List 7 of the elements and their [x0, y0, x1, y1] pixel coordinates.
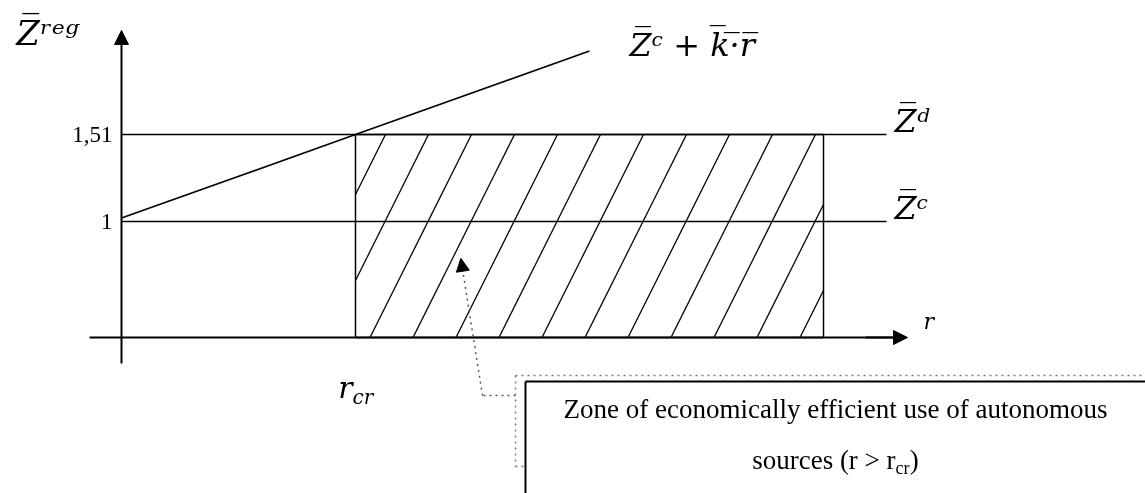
y-tick-label: 1: [101, 209, 113, 235]
y-axis-title: Z̅ʳᵉᵍ: [15, 12, 80, 53]
series-label: Z̅ᶜ + k̅·̅r̅: [628, 24, 759, 64]
ref-line-label: Z̅ᶜ: [893, 187, 929, 227]
x-axis-title: r: [923, 309, 936, 334]
y-tick-label: 1,51: [72, 122, 113, 148]
ref-line-label: Z̅ᵈ: [893, 100, 930, 140]
